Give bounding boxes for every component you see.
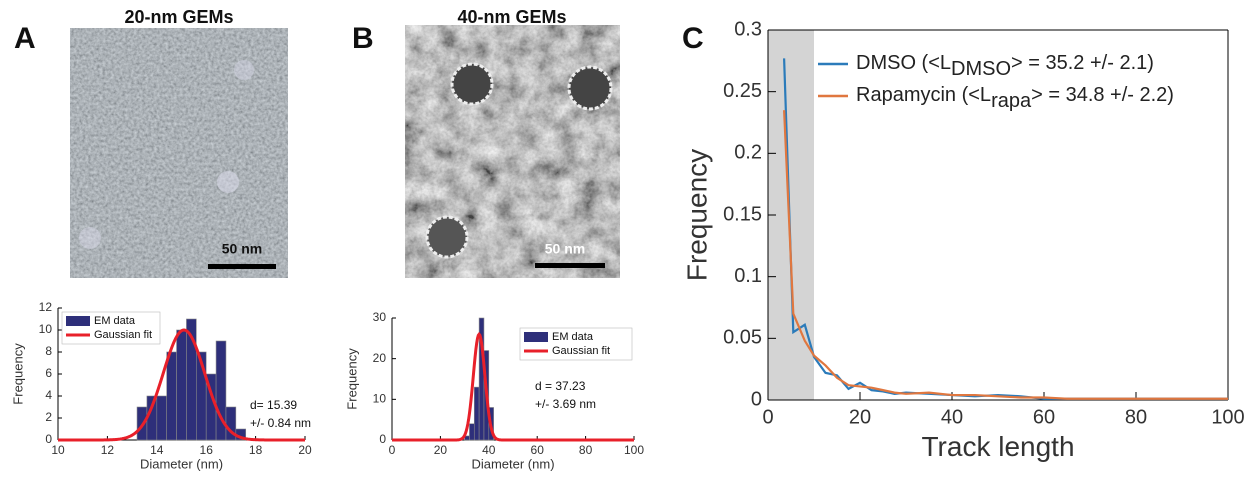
y-tick-label: 0.15 <box>723 203 762 225</box>
x-tick-label: 12 <box>101 443 115 457</box>
y-axis-label: Frequency <box>344 348 359 410</box>
y-tick-label: 4 <box>45 388 52 402</box>
panel-label: B <box>352 22 374 55</box>
legend-label: EM data <box>94 315 136 327</box>
panel-label: A <box>14 22 36 55</box>
y-tick-label: 20 <box>373 351 387 365</box>
x-tick-label: 0 <box>762 406 773 428</box>
x-tick-label: 0 <box>389 443 396 457</box>
bar <box>473 386 480 441</box>
annotation: +/- 3.69 nm <box>535 397 596 411</box>
y-tick-label: 0.05 <box>723 327 762 349</box>
x-axis-label: Track length <box>921 431 1074 462</box>
x-tick-label: 10 <box>51 443 65 457</box>
bar <box>215 340 227 441</box>
y-axis-label: Frequency <box>682 149 713 281</box>
x-tick-label: 80 <box>1125 406 1147 428</box>
legend-label: EM data <box>552 331 594 343</box>
legend-label: Gaussian fit <box>94 329 152 341</box>
annotation: +/- 0.84 nm <box>250 416 311 430</box>
y-tick-label: 12 <box>39 300 53 314</box>
x-tick-label: 16 <box>200 443 214 457</box>
bar <box>166 351 177 441</box>
y-tick-label: 30 <box>373 310 387 324</box>
legend-text: > = 34.8 +/- 2.2) <box>1031 84 1174 106</box>
panel-title: 20-nm GEMs <box>124 7 233 27</box>
bar <box>469 423 475 441</box>
x-tick-label: 60 <box>531 443 545 457</box>
legend-swatch <box>66 316 90 326</box>
annotation: d = 37.23 <box>535 379 586 393</box>
scale-bar-label: 50 nm <box>222 241 262 257</box>
legend-subscript: rapa <box>991 90 1032 112</box>
y-tick-label: 0.1 <box>734 265 762 287</box>
x-tick-label: 100 <box>1211 406 1244 428</box>
x-tick-label: 40 <box>482 443 496 457</box>
y-tick-label: 0.25 <box>723 80 762 102</box>
legend-swatch <box>524 332 548 342</box>
micrograph: 50 nm <box>405 25 620 278</box>
x-tick-label: 14 <box>150 443 164 457</box>
x-tick-label: 20 <box>298 443 312 457</box>
series-line <box>783 110 1228 400</box>
legend-label: Gaussian fit <box>552 345 610 357</box>
y-tick-label: 0.2 <box>734 142 762 164</box>
fit-curve <box>392 331 634 442</box>
annotation: d= 15.39 <box>250 398 297 412</box>
x-tick-label: 60 <box>1033 406 1055 428</box>
panel-label: C <box>682 22 704 55</box>
fit-curve <box>58 328 305 442</box>
y-tick-label: 8 <box>45 344 52 358</box>
x-tick-label: 80 <box>579 443 593 457</box>
y-tick-label: 0 <box>45 432 52 446</box>
x-axis-label: Diameter (nm) <box>471 457 554 472</box>
legend-label: DMSO (<LDMSO> = 35.2 +/- 2.1) <box>856 52 1154 80</box>
x-axis-label: Diameter (nm) <box>140 457 223 472</box>
x-tick-label: 18 <box>249 443 263 457</box>
legend-subscript: DMSO <box>951 58 1011 80</box>
legend-text: > = 35.2 +/- 2.1) <box>1011 52 1154 74</box>
y-tick-label: 10 <box>39 322 53 336</box>
panel-title: 40-nm GEMs <box>457 7 566 27</box>
micrograph: 50 nm <box>70 28 288 278</box>
y-tick-label: 6 <box>45 366 52 380</box>
y-tick-label: 0 <box>379 432 386 446</box>
y-tick-label: 10 <box>373 392 387 406</box>
y-axis-label: Frequency <box>10 343 25 405</box>
legend-label: Rapamycin (<Lrapa> = 34.8 +/- 2.2) <box>856 84 1174 112</box>
x-tick-label: 20 <box>434 443 448 457</box>
y-tick-label: 2 <box>45 410 52 424</box>
x-tick-label: 40 <box>941 406 963 428</box>
y-tick-label: 0 <box>751 388 762 410</box>
bar <box>156 395 167 441</box>
y-tick-label: 0.3 <box>734 18 762 40</box>
legend-text: DMSO (<L <box>856 52 951 74</box>
bar <box>176 329 187 441</box>
x-tick-label: 100 <box>624 443 644 457</box>
scale-bar-label: 50 nm <box>545 241 585 257</box>
legend-text: Rapamycin (<L <box>856 84 991 106</box>
legend-box <box>61 311 161 345</box>
x-tick-label: 20 <box>849 406 871 428</box>
